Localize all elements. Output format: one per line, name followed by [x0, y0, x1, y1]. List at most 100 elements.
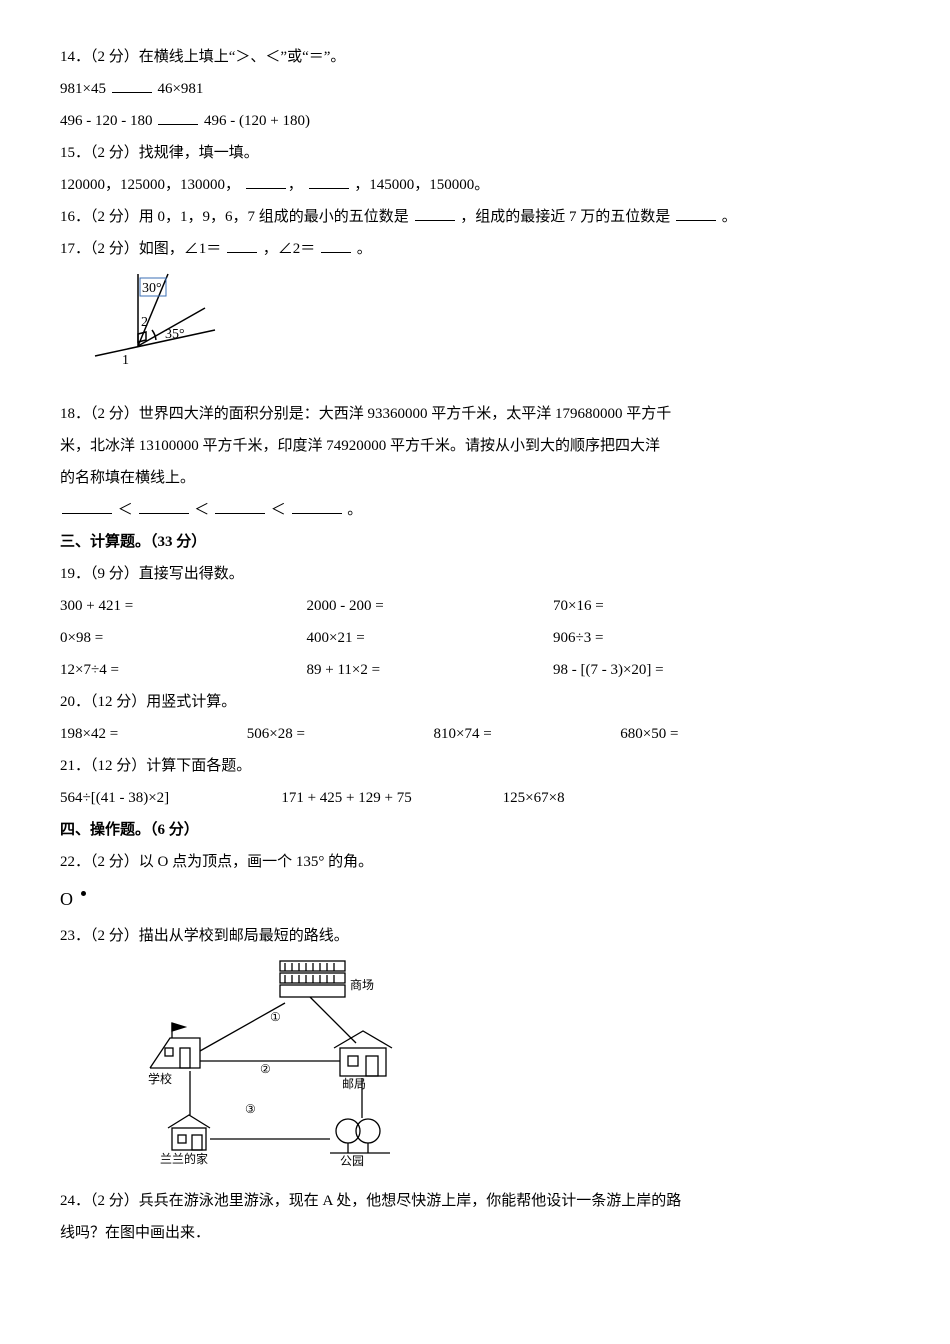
home-door: [192, 1135, 202, 1150]
q22-dot: [81, 891, 86, 896]
q17-blank1[interactable]: [227, 236, 257, 254]
q20-c1: 506×28 =: [247, 719, 434, 749]
school-window: [165, 1048, 173, 1056]
q19-row1: 300 + 421 = 2000 - 200 = 70×16 =: [60, 591, 807, 621]
post-door: [366, 1056, 378, 1076]
mall-body: [280, 985, 345, 997]
q20-prompt: 20．（12 分）用竖式计算。: [60, 687, 890, 717]
q15-blank1[interactable]: [246, 172, 286, 190]
lt2: ＜: [194, 502, 209, 518]
q21-prompt: 21．（12 分）计算下面各题。: [60, 751, 890, 781]
q18-blank2[interactable]: [139, 497, 189, 515]
q14-l1-b: 46×981: [157, 81, 203, 97]
q19-c22: 98 - [(7 - 3)×20] =: [553, 655, 800, 685]
q14-l2-a: 496 - 120 - 180: [60, 113, 153, 129]
q18-blank1[interactable]: [62, 497, 112, 515]
q14-line1: 981×45 46×981: [60, 74, 890, 104]
school-flag: [172, 1023, 185, 1031]
q20-c0: 198×42 =: [60, 719, 247, 749]
label-angle1: 1: [122, 353, 129, 368]
q21-row: 564÷[(41 - 38)×2] 171 + 425 + 129 + 75 1…: [60, 783, 724, 813]
q15-blank2[interactable]: [309, 172, 349, 190]
school-door: [180, 1048, 190, 1068]
post-body: [340, 1048, 386, 1076]
q17-a: 17．（2 分）如图，∠1＝: [60, 241, 221, 257]
q17-c: 。: [357, 241, 372, 257]
q22-prompt: 22．（2 分）以 O 点为顶点，画一个 135° 的角。: [60, 847, 890, 877]
label-angle2: 2: [141, 315, 148, 330]
q18-l3: 的名称填在横线上。: [60, 463, 890, 493]
q20-c3: 680×50 =: [620, 719, 807, 749]
q24-l2: 线吗？在图中画出来．: [60, 1218, 890, 1248]
q15-prefix: 120000，125000，130000，: [60, 177, 240, 193]
q18-l2: 米，北冰洋 13100000 平方千米，印度洋 74920000 平方千米。请按…: [60, 431, 890, 461]
home-roof: [168, 1115, 210, 1128]
q16-b: ，组成的最接近 7 万的五位数是: [460, 209, 670, 225]
r2-label: ②: [260, 1062, 271, 1076]
q14-l1-a: 981×45: [60, 81, 106, 97]
q18-blank3[interactable]: [215, 497, 265, 515]
q19-c11: 400×21 =: [307, 623, 554, 653]
q21-c2: 125×67×8: [503, 783, 724, 813]
q24-l1: 24．（2 分）兵兵在游泳池里游泳，现在 A 处，他想尽快游上岸，你能帮他设计一…: [60, 1186, 890, 1216]
park-label: 公园: [340, 1154, 364, 1168]
section-3-title: 三、计算题。（33 分）: [60, 527, 890, 557]
mall-label: 商场: [350, 977, 374, 992]
q19-c20: 12×7÷4 =: [60, 655, 307, 685]
q14-blank1[interactable]: [112, 76, 152, 94]
q16-c: 。: [722, 209, 737, 225]
post-window: [348, 1056, 358, 1066]
q16-a: 16．（2 分）用 0，1，9，6，7 组成的最小的五位数是: [60, 209, 409, 225]
section-4-title: 四、操作题。（6 分）: [60, 815, 890, 845]
q14-prompt: 14．（2 分）在横线上填上“＞、＜”或“＝”。: [60, 42, 890, 72]
lt1: ＜: [118, 502, 133, 518]
q15-suffix: ，145000，150000。: [354, 177, 489, 193]
home-body: [172, 1128, 206, 1150]
q19-grid: 300 + 421 = 2000 - 200 = 70×16 = 0×98 = …: [60, 591, 807, 685]
post-roof: [334, 1031, 392, 1048]
q18-blank4[interactable]: [292, 497, 342, 515]
q23-map: 商场 学校 邮局 兰兰的家 公园 ① ②: [130, 953, 430, 1173]
q18-l1: 18．（2 分）世界四大洋的面积分别是：大西洋 93360000 平方千米，太平…: [60, 399, 890, 429]
q17-line: 17．（2 分）如图，∠1＝ ，∠2＝ 。: [60, 234, 890, 264]
q14-l2-b: 496 - (120 + 180): [204, 113, 310, 129]
q22-O-label: O: [60, 889, 73, 909]
q21-c1: 171 + 425 + 129 + 75: [281, 783, 502, 813]
q19-c12: 906÷3 =: [553, 623, 800, 653]
q19-prompt: 19．（9 分）直接写出得数。: [60, 559, 890, 589]
q19-c02: 70×16 =: [553, 591, 800, 621]
q19-c10: 0×98 =: [60, 623, 307, 653]
q16-blank1[interactable]: [415, 204, 455, 222]
r3-label: ③: [245, 1102, 256, 1116]
q19-c21: 89 + 11×2 =: [307, 655, 554, 685]
home-window: [178, 1135, 186, 1143]
r1-label: ①: [270, 1010, 281, 1024]
q21-c0: 564÷[(41 - 38)×2]: [60, 783, 281, 813]
q20-c2: 810×74 =: [434, 719, 621, 749]
q14-blank2[interactable]: [158, 108, 198, 126]
school-label: 学校: [148, 1071, 172, 1086]
q17-blank2[interactable]: [321, 236, 351, 254]
exam-page: 14．（2 分）在横线上填上“＞、＜”或“＝”。 981×45 46×981 4…: [60, 42, 890, 1248]
q14-line2: 496 - 120 - 180 496 - (120 + 180): [60, 106, 890, 136]
q22-figure: O: [60, 881, 86, 917]
q19-c00: 300 + 421 =: [60, 591, 307, 621]
q16-blank2[interactable]: [676, 204, 716, 222]
q15-prompt: 15．（2 分）找规律，填一填。: [60, 138, 890, 168]
home-label: 兰兰的家: [160, 1151, 208, 1166]
label-30: 30°: [142, 281, 162, 296]
q15-sequence: 120000，125000，130000， ， ，145000，150000。: [60, 170, 890, 200]
q19-row3: 12×7÷4 = 89 + 11×2 = 98 - [(7 - 3)×20] =: [60, 655, 807, 685]
q17-b: ，∠2＝: [263, 241, 316, 257]
school-shape: [150, 1038, 200, 1068]
q19-row2: 0×98 = 400×21 = 906÷3 =: [60, 623, 807, 653]
q19-c01: 2000 - 200 =: [307, 591, 554, 621]
q16-line: 16．（2 分）用 0，1，9，6，7 组成的最小的五位数是 ，组成的最接近 7…: [60, 202, 890, 232]
road-1b: [310, 997, 356, 1043]
q23-prompt: 23．（2 分）描出从学校到邮局最短的路线。: [60, 921, 890, 951]
q17-figure: 30° 2 35° 1: [90, 266, 220, 386]
lt3: ＜: [271, 502, 286, 518]
q18-end: 。: [347, 502, 362, 518]
label-35: 35°: [165, 327, 185, 342]
q18-answer: ＜ ＜ ＜ 。: [60, 495, 890, 525]
